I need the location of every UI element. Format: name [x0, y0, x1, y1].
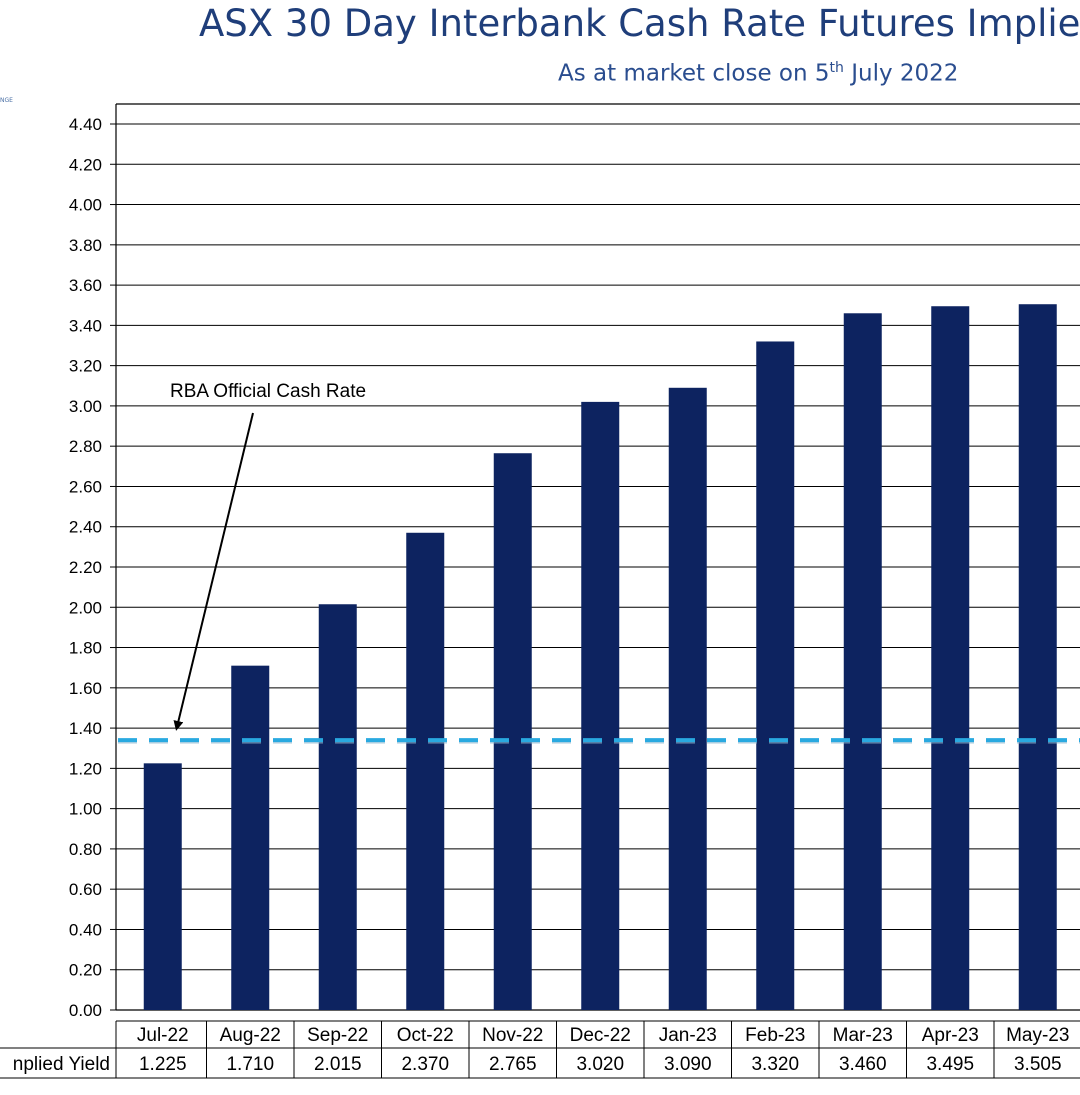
bar [406, 532, 445, 1010]
bar [843, 313, 882, 1010]
y-tick-label: 3.80 [69, 236, 102, 255]
x-category-label: Oct-22 [397, 1025, 454, 1046]
table-value: 3.505 [1014, 1054, 1062, 1075]
y-tick-label: 0.60 [69, 880, 102, 899]
table-value: 3.020 [576, 1054, 624, 1075]
chart-subtitle: As at market close on 5th July 2022 [558, 60, 958, 87]
x-category-label: May-23 [1006, 1025, 1069, 1046]
bar [318, 604, 357, 1010]
table-value: 2.765 [489, 1054, 537, 1075]
x-category-label: Mar-23 [833, 1025, 893, 1046]
y-tick-label: 4.20 [69, 155, 102, 174]
x-category-label: Jul-22 [137, 1025, 189, 1046]
y-tick-label: 0.40 [69, 920, 102, 939]
annotation-arrow [173, 412, 254, 731]
y-tick-label: 4.00 [69, 196, 102, 215]
reference-line-label: RBA Official Cash Rate [170, 381, 366, 402]
y-tick-label: 0.20 [69, 961, 102, 980]
table-value: 1.710 [226, 1054, 274, 1075]
bar [668, 387, 707, 1010]
table-value: 3.090 [664, 1054, 712, 1075]
y-tick-label: 1.60 [69, 679, 102, 698]
bar [581, 401, 620, 1010]
y-tick-label: 4.40 [69, 115, 102, 134]
x-category-label: Sep-22 [307, 1025, 368, 1046]
x-category-label: Apr-23 [922, 1025, 979, 1046]
y-tick-label: 0.80 [69, 840, 102, 859]
bar [231, 665, 270, 1010]
y-tick-label: 2.60 [69, 477, 102, 496]
x-category-label: Dec-22 [570, 1025, 631, 1046]
bar [1018, 304, 1057, 1010]
y-tick-label: 1.40 [69, 719, 102, 738]
y-tick-label: 3.40 [69, 316, 102, 335]
bar [931, 306, 970, 1010]
y-tick-label: 2.20 [69, 558, 102, 577]
bar [756, 341, 795, 1010]
y-tick-label: 2.00 [69, 598, 102, 617]
y-tick-label: 2.40 [69, 518, 102, 537]
table-value: 2.015 [314, 1054, 362, 1075]
chart-title: ASX 30 Day Interbank Cash Rate Futures I… [199, 2, 1080, 45]
bar [143, 763, 182, 1010]
table-value: 3.460 [839, 1054, 887, 1075]
subtitle-prefix: As at market close on 5 [558, 60, 830, 87]
y-tick-label: 1.80 [69, 639, 102, 658]
x-category-label: Aug-22 [220, 1025, 281, 1046]
y-tick-label: 0.00 [69, 1001, 102, 1020]
subtitle-superscript: th [829, 60, 844, 76]
subtitle-suffix: July 2022 [843, 60, 959, 87]
y-tick-label: 3.60 [69, 276, 102, 295]
table-value: 3.495 [926, 1054, 974, 1075]
y-tick-label: 1.20 [69, 759, 102, 778]
y-tick-label: 3.00 [69, 397, 102, 416]
table-value: 3.320 [751, 1054, 799, 1075]
bar [493, 453, 532, 1010]
table-value: 2.370 [401, 1054, 449, 1075]
table-row-label: nplied Yield [13, 1054, 110, 1075]
table-value: 1.225 [139, 1054, 187, 1075]
x-category-label: Feb-23 [745, 1025, 805, 1046]
x-category-label: Nov-22 [482, 1025, 543, 1046]
x-category-label: Jan-23 [659, 1025, 717, 1046]
logo-fragment: NGE [0, 97, 13, 104]
y-tick-label: 2.80 [69, 437, 102, 456]
y-tick-label: 1.00 [69, 800, 102, 819]
y-tick-label: 3.20 [69, 357, 102, 376]
